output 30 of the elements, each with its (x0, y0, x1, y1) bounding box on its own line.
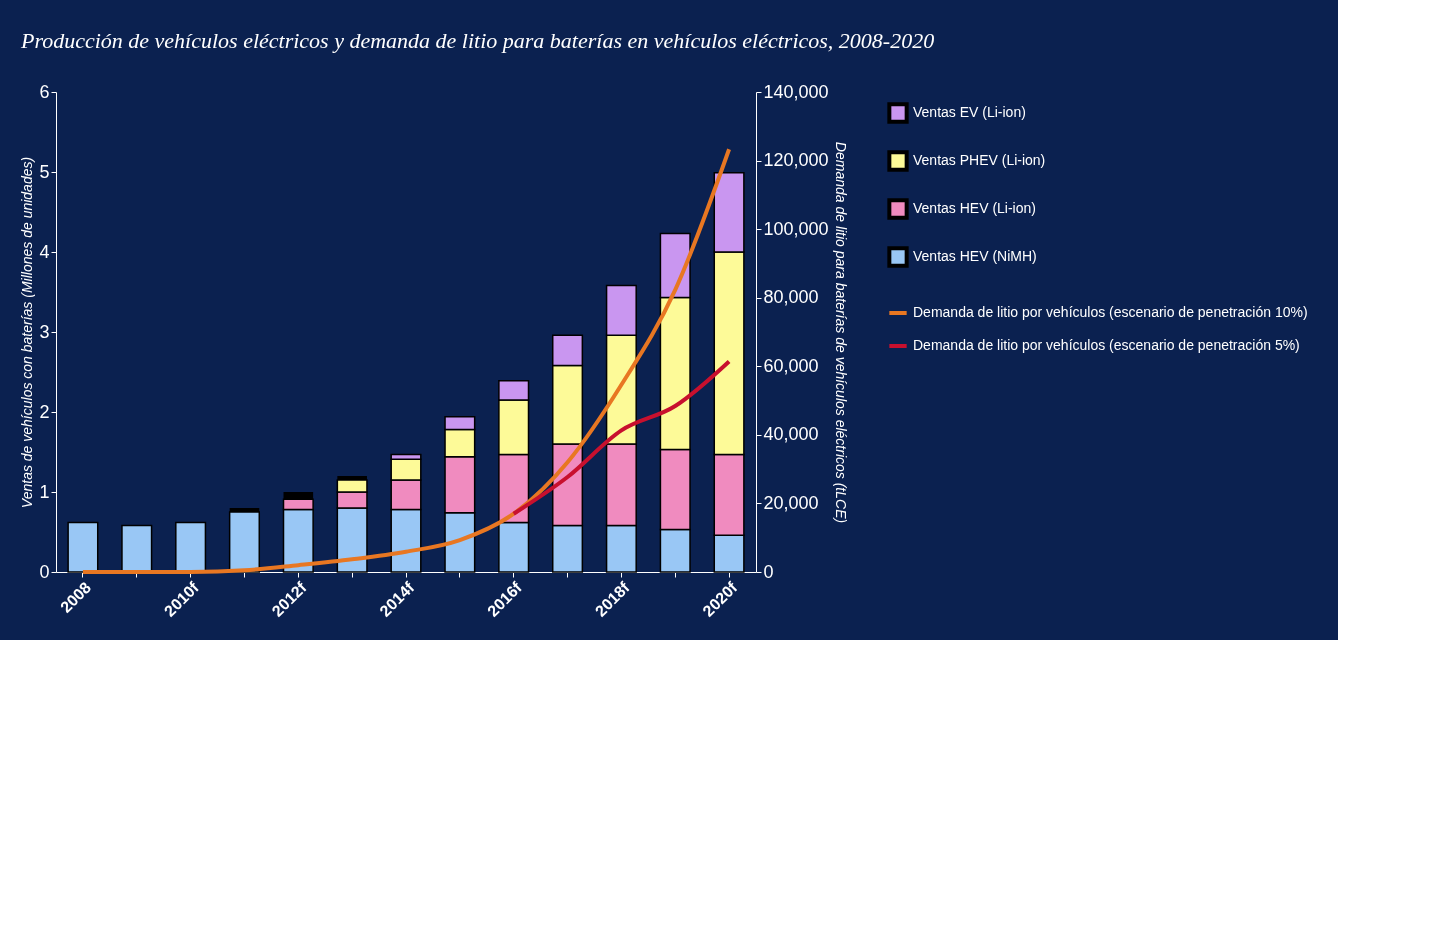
y2-tick-label: 140,000 (763, 81, 829, 102)
bar (67, 521, 99, 573)
y2-tick-label: 120,000 (763, 150, 829, 171)
y-tick-label: 2 (39, 401, 50, 422)
y2-tick-label: 80,000 (763, 287, 819, 308)
y2-tick-label: 40,000 (763, 424, 819, 445)
y-tick-label: 4 (39, 241, 50, 262)
y2-tick-label: 60,000 (763, 355, 819, 376)
y-tick-label: 1 (39, 481, 50, 502)
y2-axis-title: Demanda de litio para baterías de vehículos eléctricos (tLCE) (832, 141, 849, 524)
bar (121, 524, 153, 573)
legend-label: Ventas EV (Li-ion) (913, 104, 1026, 120)
bar (175, 521, 207, 573)
legend-label: Ventas HEV (NiMH) (913, 248, 1037, 264)
y-axis-title: Ventas de vehículos con baterías (Millones de unidades) (19, 156, 36, 509)
line-series (80, 147, 732, 574)
legend-label: Demanda de litio por vehículos (escenario de penetración 10%) (913, 304, 1308, 320)
y-tick-label: 3 (39, 321, 50, 342)
line-series (511, 359, 732, 516)
y2-tick-label: 100,000 (763, 218, 829, 239)
y2-tick-label: 20,000 (763, 492, 819, 513)
legend-label: Demanda de litio por vehículos (escenario de penetración 5%) (913, 337, 1300, 353)
y-tick-label: 5 (39, 161, 50, 182)
y2-tick-label: 0 (763, 561, 774, 582)
legend-label: Ventas PHEV (Li-ion) (913, 152, 1046, 168)
bar (228, 511, 261, 573)
chart-title: Producción de vehículos eléctricos y demanda de litio para baterías en vehículos eléctricos, 2008-2020 (19, 28, 935, 53)
y-tick-label: 6 (39, 81, 50, 102)
legend-label: Ventas HEV (Li-ion) (913, 200, 1036, 216)
y-tick-label: 0 (39, 561, 50, 582)
